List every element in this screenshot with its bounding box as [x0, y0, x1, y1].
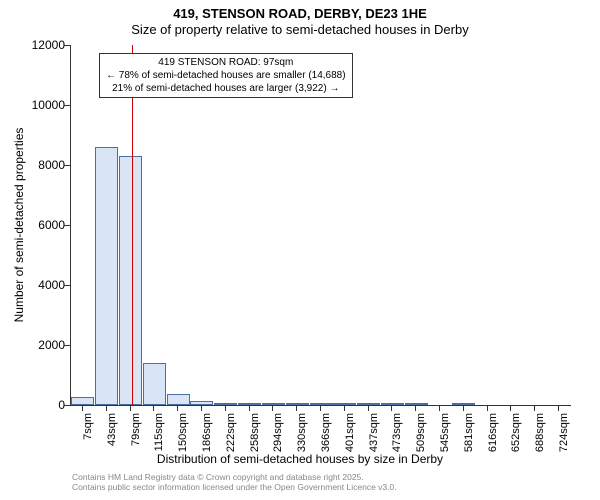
x-tick-mark: [272, 405, 273, 411]
x-tick-label: 7sqm: [82, 413, 94, 453]
x-tick-mark: [153, 405, 154, 411]
annotation-line2: ← 78% of semi-detached houses are smalle…: [106, 69, 346, 82]
annotation-line3: 21% of semi-detached houses are larger (…: [106, 82, 346, 95]
x-tick-mark: [534, 405, 535, 411]
annotation-line1: 419 STENSON ROAD: 97sqm: [106, 56, 346, 69]
x-axis-label: Distribution of semi-detached houses by …: [0, 452, 600, 466]
attribution-text: Contains HM Land Registry data © Crown c…: [72, 472, 397, 492]
x-tick-mark: [320, 405, 321, 411]
x-tick-label: 724sqm: [558, 413, 570, 453]
plot-area: 419 STENSON ROAD: 97sqm ← 78% of semi-de…: [70, 45, 571, 406]
x-tick-label: 115sqm: [153, 413, 165, 453]
x-tick-mark: [249, 405, 250, 411]
x-tick-mark: [344, 405, 345, 411]
histogram-bar: [405, 403, 428, 405]
x-tick-mark: [510, 405, 511, 411]
x-tick-mark: [130, 405, 131, 411]
y-tick-label: 2000: [38, 338, 65, 352]
x-tick-label: 43sqm: [106, 413, 118, 453]
x-tick-label: 330sqm: [296, 413, 308, 453]
histogram-bar: [214, 403, 237, 405]
x-tick-label: 401sqm: [344, 413, 356, 453]
x-tick-mark: [201, 405, 202, 411]
x-tick-mark: [439, 405, 440, 411]
x-tick-label: 366sqm: [320, 413, 332, 453]
x-tick-label: 473sqm: [391, 413, 403, 453]
histogram-bar: [262, 403, 285, 405]
histogram-bar: [190, 401, 213, 405]
x-tick-label: 150sqm: [177, 413, 189, 453]
histogram-bar: [357, 403, 380, 405]
x-tick-mark: [391, 405, 392, 411]
x-tick-label: 688sqm: [534, 413, 546, 453]
x-tick-mark: [296, 405, 297, 411]
chart-container: 419, STENSON ROAD, DERBY, DE23 1HE Size …: [0, 0, 600, 500]
histogram-bar: [71, 397, 94, 405]
histogram-bar: [452, 403, 475, 405]
y-tick-label: 12000: [32, 38, 65, 52]
x-tick-mark: [368, 405, 369, 411]
x-tick-label: 294sqm: [272, 413, 284, 453]
histogram-bar: [95, 147, 118, 405]
chart-title-line1: 419, STENSON ROAD, DERBY, DE23 1HE: [0, 6, 600, 21]
x-tick-mark: [463, 405, 464, 411]
x-tick-label: 222sqm: [225, 413, 237, 453]
histogram-bar: [119, 156, 142, 405]
x-tick-mark: [82, 405, 83, 411]
x-tick-mark: [487, 405, 488, 411]
x-tick-label: 79sqm: [130, 413, 142, 453]
histogram-bar: [238, 403, 261, 405]
histogram-bar: [286, 403, 309, 405]
histogram-bar: [167, 394, 190, 405]
histogram-bar: [333, 403, 356, 405]
x-tick-label: 509sqm: [415, 413, 427, 453]
attribution-line1: Contains HM Land Registry data © Crown c…: [72, 472, 397, 482]
histogram-bar: [143, 363, 166, 405]
y-tick-label: 6000: [38, 218, 65, 232]
x-tick-label: 437sqm: [368, 413, 380, 453]
x-tick-mark: [177, 405, 178, 411]
y-axis-label: Number of semi-detached properties: [12, 128, 26, 323]
x-tick-label: 186sqm: [201, 413, 213, 453]
x-tick-label: 545sqm: [439, 413, 451, 453]
y-tick-label: 4000: [38, 278, 65, 292]
annotation-box: 419 STENSON ROAD: 97sqm ← 78% of semi-de…: [99, 53, 353, 98]
y-tick-label: 10000: [32, 98, 65, 112]
x-tick-label: 652sqm: [510, 413, 522, 453]
x-tick-label: 616sqm: [487, 413, 499, 453]
x-tick-label: 258sqm: [249, 413, 261, 453]
chart-title-line2: Size of property relative to semi-detach…: [0, 22, 600, 37]
x-tick-mark: [415, 405, 416, 411]
attribution-line2: Contains public sector information licen…: [72, 482, 397, 492]
y-tick-label: 8000: [38, 158, 65, 172]
histogram-bar: [381, 403, 404, 405]
histogram-bar: [310, 403, 333, 405]
reference-line: [132, 45, 133, 405]
x-tick-mark: [558, 405, 559, 411]
x-tick-mark: [225, 405, 226, 411]
x-tick-label: 581sqm: [463, 413, 475, 453]
x-tick-mark: [106, 405, 107, 411]
